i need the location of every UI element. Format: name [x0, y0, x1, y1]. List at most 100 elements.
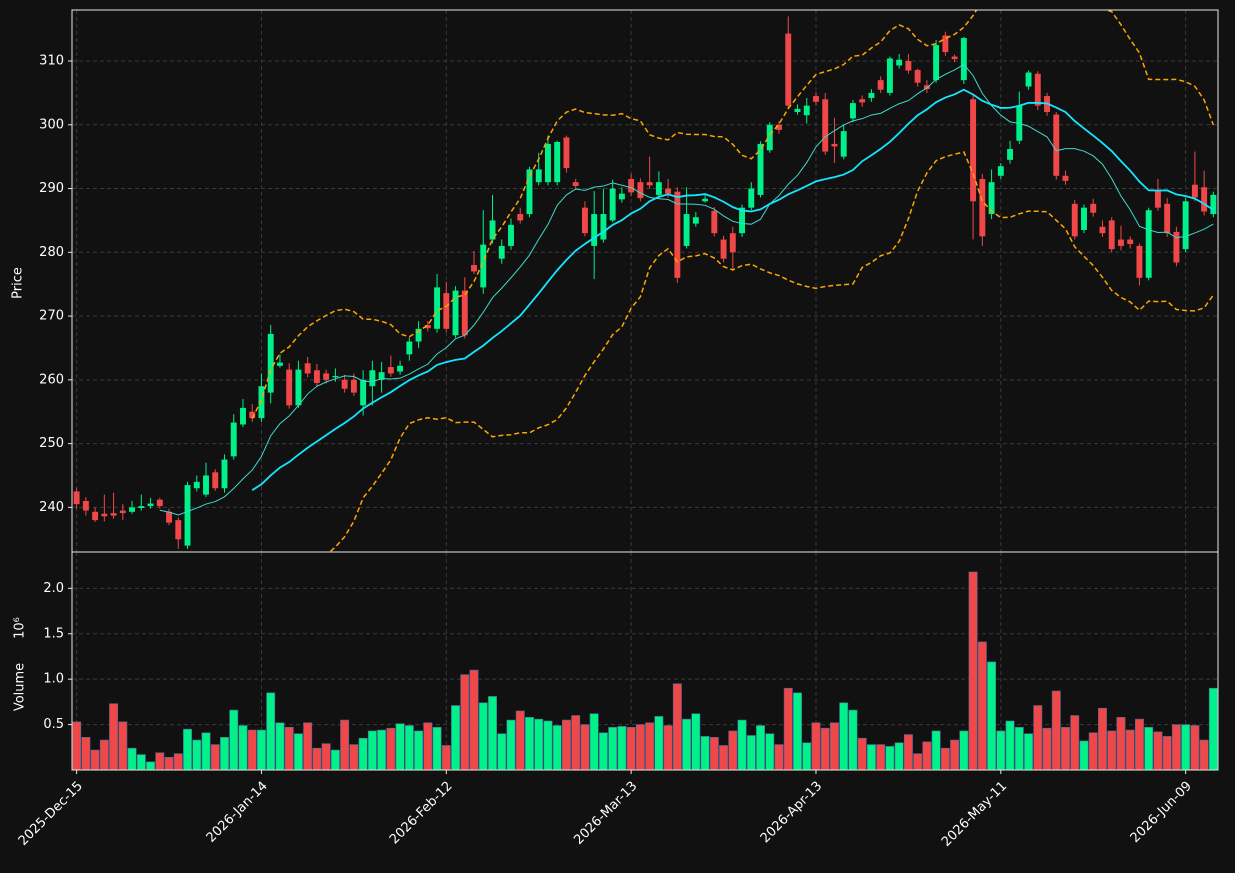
volume-bar	[1107, 730, 1117, 771]
volume-bar	[682, 718, 692, 771]
volume-bar	[136, 754, 146, 771]
candle-body	[1053, 114, 1060, 176]
volume-bar	[451, 705, 460, 771]
candle-body	[166, 511, 172, 523]
candle-body	[655, 182, 662, 195]
candle-body	[489, 220, 496, 240]
volume-bar	[238, 725, 248, 771]
volume-bar	[737, 719, 747, 771]
volume-bar	[885, 746, 895, 771]
candle-body	[877, 80, 884, 90]
candle-body	[1136, 245, 1143, 278]
candle-body	[92, 511, 99, 521]
volume-bar	[608, 727, 618, 771]
volume-bar	[72, 721, 82, 771]
candle-body	[360, 379, 367, 406]
volume-bar	[1116, 717, 1126, 771]
volume-bar	[783, 687, 793, 771]
volume-bar	[728, 730, 738, 771]
volume-bar	[423, 722, 433, 771]
volume-bar	[515, 710, 525, 771]
candle-body	[313, 370, 320, 384]
candle-body	[73, 491, 80, 505]
candle-body	[822, 99, 829, 152]
volume-bar	[700, 736, 710, 771]
candle-body	[970, 99, 977, 202]
candle-body	[896, 59, 903, 66]
candle-body	[960, 38, 967, 81]
volume-bar	[358, 737, 368, 771]
volume-bar	[959, 730, 969, 771]
candle-body	[443, 293, 450, 329]
candle-body	[803, 105, 810, 116]
volume-bar	[691, 713, 701, 771]
candle-body	[702, 198, 709, 202]
candle-body	[1154, 191, 1161, 208]
volume-bar	[109, 703, 119, 771]
volume-bar	[192, 739, 202, 771]
candle-body	[378, 372, 385, 380]
volume-bar	[802, 742, 812, 771]
volume-bar	[201, 732, 211, 771]
volume-bar	[1171, 724, 1181, 771]
candle-body	[276, 362, 283, 366]
candle-body	[840, 131, 847, 157]
band-upper	[251, 10, 1215, 419]
candle-body	[674, 191, 681, 278]
volume-bar	[719, 745, 729, 771]
candle-body	[156, 499, 163, 507]
y-tick-label: 290	[39, 181, 64, 196]
candle-body	[82, 500, 89, 511]
candle-body	[942, 35, 949, 53]
volume-bar	[913, 753, 923, 771]
volume-bar	[626, 727, 636, 771]
candle-body	[369, 370, 376, 387]
candle-body	[203, 475, 209, 495]
volume-bar	[561, 719, 571, 771]
candle-body	[683, 214, 690, 246]
candle-body	[1025, 72, 1032, 87]
candle-body	[240, 407, 246, 425]
volume-bar	[497, 733, 507, 771]
volume-bar	[1033, 705, 1043, 771]
candle-body	[508, 224, 514, 246]
candle-body	[711, 210, 718, 234]
candle-body	[304, 363, 311, 374]
volume-bar	[876, 744, 886, 771]
volume-bar	[312, 747, 322, 771]
volume-bar	[1024, 733, 1033, 771]
candle-body	[729, 233, 736, 253]
volume-bar	[284, 727, 294, 771]
candle-body	[572, 182, 579, 186]
volume-bar	[155, 752, 165, 771]
volume-bar	[404, 725, 414, 771]
candle-body	[720, 239, 727, 259]
candle-body	[129, 507, 136, 512]
volume-bar	[635, 724, 645, 771]
volume-bar	[386, 727, 396, 771]
volume-bar	[654, 716, 664, 771]
volume-bar	[257, 729, 266, 771]
y-axis-label: Price	[11, 267, 26, 299]
volume-bar	[534, 718, 544, 771]
candle-body	[637, 182, 644, 199]
volume-bar	[469, 669, 479, 771]
candle-body	[249, 411, 256, 419]
candle-body	[110, 513, 117, 516]
volume-bar	[746, 735, 756, 771]
volume-bar	[968, 571, 978, 771]
candle-body	[776, 124, 782, 130]
candle-body	[1201, 187, 1208, 212]
candle-body	[1034, 73, 1041, 106]
volume-bar	[552, 725, 562, 771]
candle-body	[1164, 203, 1171, 234]
volume-bar	[1070, 715, 1080, 771]
volume-bar	[1014, 727, 1024, 771]
grid	[68, 10, 1218, 774]
volume-bar	[811, 722, 821, 771]
volume-frame	[71, 551, 1219, 771]
volume-offset: 10⁶	[13, 617, 28, 639]
candle-body	[1081, 207, 1087, 230]
volume-bar	[1061, 727, 1070, 771]
volume-bar	[848, 709, 858, 771]
